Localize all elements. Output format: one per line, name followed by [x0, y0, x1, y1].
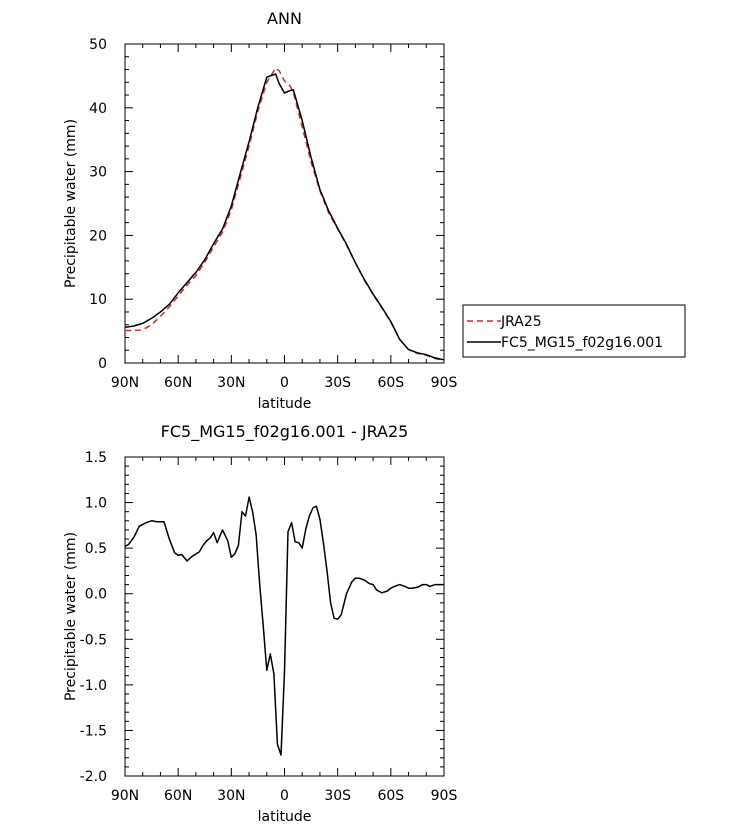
- x-tick-label: 30N: [217, 375, 245, 391]
- y-tick-label: 40: [89, 101, 107, 117]
- plot-frame: [124, 456, 445, 777]
- y-tick-label: -2.0: [80, 769, 107, 785]
- y-tick-label: -0.5: [80, 632, 107, 648]
- x-tick-label: 60S: [377, 788, 404, 804]
- x-axis-label: latitude: [258, 809, 312, 825]
- x-axis-label: latitude: [258, 396, 312, 412]
- y-tick-label: 0.5: [85, 541, 107, 557]
- x-tick-label: 30S: [324, 375, 351, 391]
- series-line-JRA25: [125, 67, 445, 362]
- x-tick-label: 0: [280, 788, 289, 804]
- y-tick-label: 0: [98, 356, 107, 372]
- x-tick-label: 60S: [377, 375, 404, 391]
- y-tick-label: 0.0: [85, 587, 107, 603]
- legend-label: JRA25: [500, 314, 542, 330]
- y-tick-label: 30: [89, 165, 107, 181]
- x-tick-label: 60N: [164, 788, 192, 804]
- y-tick-label: -1.5: [80, 723, 107, 739]
- y-tick-label: -1.0: [80, 678, 107, 694]
- legend-box: [462, 304, 686, 358]
- legend: JRA25 FC5_MG15_f02g16.001: [462, 304, 686, 358]
- top-chart: ANN 90N 60N 30N 0 30S 60S 90S 0 10 20 30 40 50 latitud…: [63, 9, 457, 412]
- x-tick-label: 90S: [431, 375, 458, 391]
- x-tick-label: 90S: [431, 788, 458, 804]
- y-tick-label: 1.0: [85, 496, 107, 512]
- legend-label: FC5_MG15_f02g16.001: [501, 335, 663, 351]
- x-tick-label: 0: [280, 375, 289, 391]
- difference-chart: FC5_MG15_f02g16.001 - JRA25 90N 60N 30N 0 30S…: [63, 422, 457, 825]
- series-line-FC5_MG15_f02g16.001: [124, 73, 445, 361]
- x-tick-label: 60N: [164, 375, 192, 391]
- y-tick-label: 20: [89, 228, 107, 244]
- chart-title: FC5_MG15_f02g16.001 - JRA25: [161, 422, 409, 442]
- y-tick-label: 1.5: [85, 450, 107, 466]
- y-axis-label: Precipitable water (mm): [63, 119, 79, 288]
- x-tick-label: 90N: [111, 375, 139, 391]
- x-tick-label: 30S: [324, 788, 351, 804]
- x-tick-label: 30N: [217, 788, 245, 804]
- y-axis-label: Precipitable water (mm): [63, 532, 79, 701]
- y-tick-label: 50: [89, 37, 107, 53]
- difference-line: [124, 496, 444, 756]
- chart-title: ANN: [267, 9, 302, 28]
- y-tick-label: 10: [89, 292, 107, 308]
- x-tick-label: 90N: [111, 788, 139, 804]
